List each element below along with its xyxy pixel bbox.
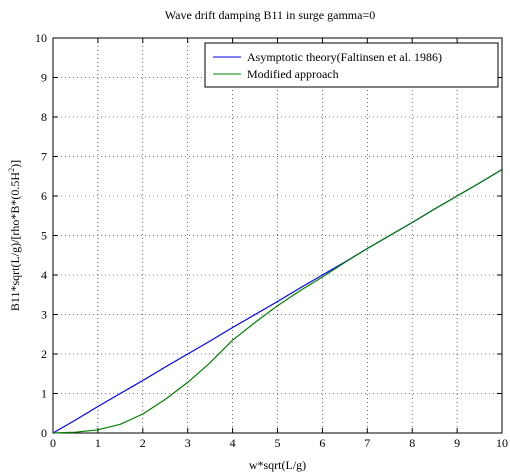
y-tick-label: 1 [41,387,47,401]
x-tick-label: 3 [185,436,191,450]
legend-label-asymptotic: Asymptotic theory(Faltinsen et al. 1986) [247,50,442,64]
chart-title: Wave drift damping B11 in surge gamma=0 [165,8,375,22]
x-tick-label: 1 [95,436,101,450]
x-tick-label: 10 [496,436,508,450]
x-tick-label: 5 [275,436,281,450]
grid [53,38,502,433]
y-tick-label: 9 [41,71,47,85]
y-axis: 0 1 2 3 4 5 6 7 8 9 10 [35,31,502,440]
legend-label-modified: Modified approach [247,67,339,81]
y-tick-label: 6 [41,189,47,203]
y-tick-label: 2 [41,347,47,361]
y-tick-label: 7 [41,150,47,164]
y-axis-label-end: )] [8,160,22,168]
y-tick-label: 3 [41,308,47,322]
y-axis-label: B11*sqrt(L/g)/[rho*B*(0.5H2)] [7,160,22,311]
x-tick-label: 9 [454,436,460,450]
x-tick-label: 0 [50,436,56,450]
x-axis-label: w*sqrt(L/g) [249,458,306,472]
x-axis: 0 1 2 3 4 5 6 7 8 9 10 [50,38,508,450]
y-tick-label: 8 [41,110,47,124]
series-lines [52,168,503,434]
y-tick-label: 5 [41,229,47,243]
x-tick-label: 8 [409,436,415,450]
series-line-modified [52,168,503,434]
x-tick-label: 7 [364,436,370,450]
y-tick-label: 10 [35,31,47,45]
y-axis-label-superscript: 2 [7,168,16,172]
legend: Asymptotic theory(Faltinsen et al. 1986)… [204,42,499,88]
x-tick-label: 6 [319,436,325,450]
y-axis-label-main: B11*sqrt(L/g)/[rho*B*(0.5H [8,172,22,312]
x-tick-label: 2 [140,436,146,450]
x-tick-label: 4 [230,436,236,450]
y-tick-label: 4 [41,268,47,282]
y-tick-label: 0 [41,426,47,440]
legend-box [204,42,499,88]
